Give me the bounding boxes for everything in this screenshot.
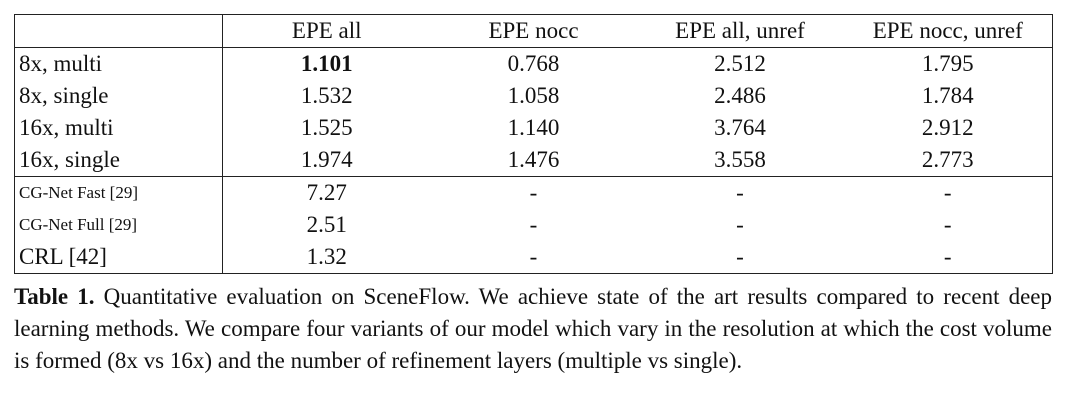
cell: 2.512 <box>714 51 766 76</box>
cell: 1.101 <box>300 51 353 76</box>
caption-text: Quantitative evaluation on SceneFlow. We… <box>14 284 1053 373</box>
cell: - <box>736 180 744 205</box>
table-row: CG-Net Fast [29] 7.27 - - - <box>14 176 1053 209</box>
cell: - <box>736 212 744 237</box>
row-label: CG-Net Full [29] <box>14 209 223 241</box>
table-row: 16x, multi 1.525 1.140 3.764 2.912 <box>14 112 1053 144</box>
row-label: 16x, multi <box>14 112 223 144</box>
cell: - <box>636 241 844 274</box>
table-row: 16x, single 1.974 1.476 3.558 2.773 <box>14 144 1053 177</box>
caption-label: Table 1. <box>14 284 95 309</box>
row-label: CRL [42] <box>14 241 223 274</box>
cell: 1.974 <box>222 144 431 177</box>
cell: 2.912 <box>921 115 974 140</box>
caption: Table 1. Quantitative evaluation on Scen… <box>14 281 1052 377</box>
cell: - <box>529 212 538 237</box>
cell: - <box>843 241 1053 274</box>
row-label: 16x, single <box>14 144 223 177</box>
cell: - <box>529 180 538 205</box>
cell: 0.768 <box>507 51 560 76</box>
cell: - <box>943 212 952 237</box>
cell: - <box>943 180 952 205</box>
header-cell: EPE all, unref <box>636 14 844 48</box>
cell: 1.32 <box>222 241 431 274</box>
header-row: EPE all EPE nocc EPE all, unref EPE nocc, u… <box>14 14 1053 48</box>
cell: 1.525 <box>300 115 353 140</box>
cell: 1.058 <box>507 83 560 108</box>
cell: 1.784 <box>921 83 974 108</box>
header-cell: EPE nocc, unref <box>843 14 1053 48</box>
cell: 7.27 <box>306 180 347 205</box>
cell: 1.795 <box>921 51 974 76</box>
row-label: CG-Net Fast [29] <box>14 176 223 209</box>
row-label: 8x, single <box>14 80 223 112</box>
results-table: EPE all EPE nocc EPE all, unref EPE nocc, u… <box>14 14 1053 274</box>
cell: 3.764 <box>714 115 766 140</box>
header-cell: EPE nocc <box>430 14 637 48</box>
cell: 3.558 <box>636 144 844 177</box>
cell: - <box>430 241 637 274</box>
cell: 2.773 <box>843 144 1053 177</box>
cell: 2.51 <box>306 212 347 237</box>
table-row: 8x, multi 1.101 0.768 2.512 1.795 <box>14 47 1053 80</box>
table-row: 8x, single 1.532 1.058 2.486 1.784 <box>14 80 1053 112</box>
table-row: CG-Net Full [29] 2.51 - - - <box>14 209 1053 241</box>
cell: 1.532 <box>300 83 353 108</box>
cell: 1.476 <box>430 144 637 177</box>
header-cell <box>14 14 223 48</box>
header-cell: EPE all <box>222 14 431 48</box>
cell: 2.486 <box>714 83 766 108</box>
table-row: CRL [42] 1.32- - - <box>14 241 1053 274</box>
cell: 1.140 <box>507 115 560 140</box>
row-label: 8x, multi <box>14 47 223 80</box>
